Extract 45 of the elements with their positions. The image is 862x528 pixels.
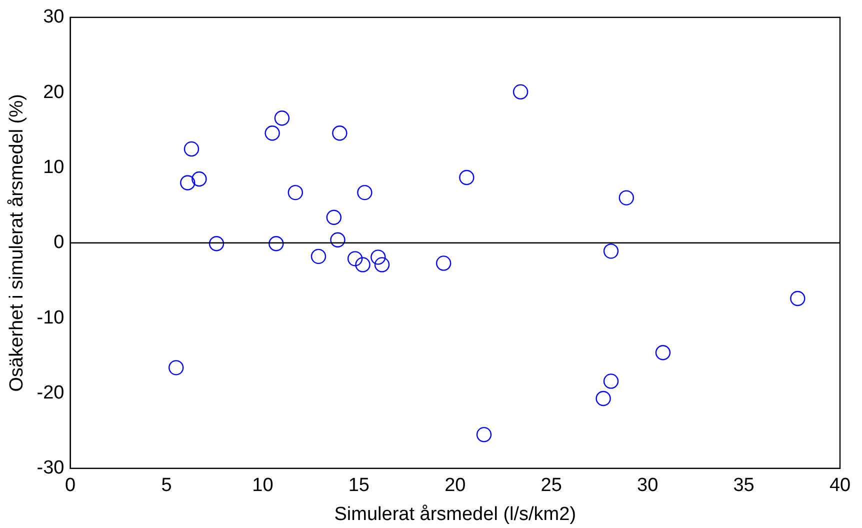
point — [603, 374, 619, 389]
point — [374, 257, 390, 272]
x-tick-label: 20 — [444, 475, 466, 496]
y-tick-label: 10 — [43, 156, 64, 178]
y-tick-label: -30 — [36, 458, 64, 479]
point — [184, 141, 200, 157]
point — [192, 171, 207, 187]
point — [168, 360, 184, 376]
y-tick-label: -20 — [36, 382, 64, 404]
point — [288, 184, 304, 200]
point — [596, 390, 611, 406]
point — [347, 251, 363, 266]
point — [310, 248, 326, 264]
point — [330, 232, 346, 248]
point — [436, 256, 452, 271]
y-tick-label: -10 — [36, 307, 64, 328]
x-axis-title: Simulerat årsmedel (l/s/km2) — [334, 504, 576, 525]
point — [180, 175, 196, 190]
y-tick-label: 30 — [43, 6, 64, 28]
point — [618, 190, 634, 206]
point — [326, 210, 342, 225]
point — [332, 126, 348, 141]
x-tick-label: 5 — [161, 475, 172, 496]
y-tick-label: 0 — [54, 232, 64, 254]
x-tick-label: 30 — [636, 475, 658, 496]
point — [603, 244, 619, 259]
point — [264, 126, 280, 141]
point — [790, 290, 806, 306]
point — [655, 345, 671, 360]
point — [476, 426, 492, 442]
point — [459, 170, 474, 186]
point — [512, 84, 528, 100]
x-tick-label: 10 — [252, 475, 274, 496]
y-axis-title: Osäkerhet i simulerat årsmedel (%) — [6, 94, 28, 392]
point — [357, 184, 372, 200]
x-tick-label: 15 — [348, 475, 370, 496]
x-tick-label: 35 — [733, 475, 754, 496]
point — [274, 110, 290, 126]
point — [370, 250, 386, 265]
point — [208, 236, 224, 252]
x-tick-label: 25 — [540, 475, 562, 496]
point — [355, 257, 370, 272]
point — [268, 236, 284, 252]
y-tick-label: 20 — [43, 82, 64, 103]
x-tick-label: 40 — [829, 475, 851, 496]
